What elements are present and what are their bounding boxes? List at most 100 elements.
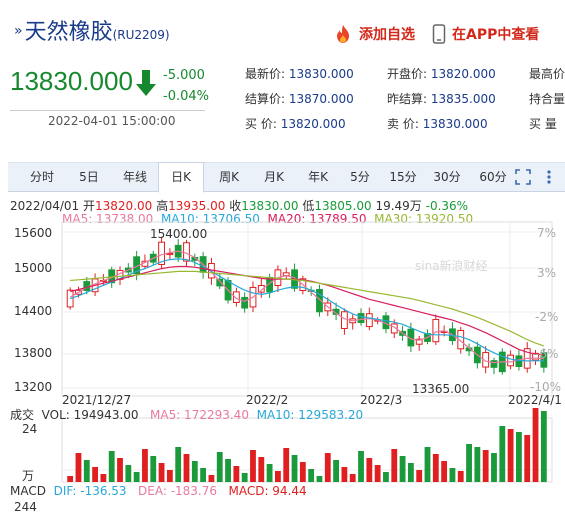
candle-body <box>540 352 548 368</box>
volume-bar <box>266 464 273 482</box>
volume-bar <box>117 458 123 482</box>
candle-body <box>415 338 423 345</box>
price-tick: 15000 <box>14 261 52 275</box>
tab-60min[interactable]: 60分 <box>479 170 507 184</box>
candle-body <box>66 289 74 308</box>
field-latest: 最新价: 13830.000 <box>245 65 354 82</box>
pct-tick: 3% <box>537 266 556 280</box>
volume-bar <box>75 453 82 482</box>
field-value: 13820.000 <box>280 117 346 131</box>
candle-body <box>365 313 373 328</box>
down-arrow-icon <box>136 70 156 96</box>
volume-bar <box>432 454 439 482</box>
field-label: 结算价: <box>245 92 286 106</box>
field-label: 持合量 <box>529 92 565 106</box>
last-price: 13830.000 <box>10 66 133 96</box>
volume-bar <box>308 469 315 482</box>
volume-bar <box>241 473 248 482</box>
field-ask: 卖 价: 13830.000 <box>387 115 488 132</box>
ohlc-open: 13820.00 <box>95 199 153 213</box>
pct-tick: -6% <box>535 347 558 361</box>
candle-body <box>432 318 440 343</box>
more-vertical-icon[interactable] <box>541 169 557 185</box>
high-annotation: 15400.00 <box>150 227 207 241</box>
vol-unit: 万 <box>22 469 34 483</box>
volume-bar <box>299 462 306 482</box>
volume-bar <box>499 426 506 482</box>
page-title: »天然橡胶(RU2209) <box>14 14 170 46</box>
candle-body <box>316 289 323 313</box>
tab-daily-k[interactable]: 日K <box>158 162 204 193</box>
volume-bar <box>316 476 323 482</box>
volume-bar <box>250 450 256 482</box>
field-settle: 结算价: 13870.000 <box>245 90 354 107</box>
volume-bar <box>166 470 173 482</box>
volume-bar <box>150 456 157 482</box>
ma-line-ma20 <box>70 265 544 356</box>
ohlc-date: 2022/04/01 <box>10 199 80 213</box>
volume-bar <box>482 450 489 482</box>
volume-bar <box>191 461 198 482</box>
page-header: »天然橡胶(RU2209) 添加自选 在APP中查看 <box>0 0 565 50</box>
price-tick: 13200 <box>14 380 52 394</box>
add-watchlist-button[interactable]: 添加自选 <box>333 24 415 44</box>
pct-tick: -2% <box>535 310 558 324</box>
volume-bar <box>474 447 481 482</box>
price-tick: 13800 <box>14 346 52 360</box>
price-panel-border <box>61 221 553 397</box>
tab-yearly-k[interactable]: 年K <box>308 170 328 184</box>
ohlc-high: 13935.00 <box>168 199 226 213</box>
volume-bar <box>407 463 414 482</box>
phone-icon <box>432 24 446 44</box>
field-label: 开盘价: <box>387 67 428 81</box>
ohlc-volume: 19.49万 <box>375 199 422 213</box>
volume-bar <box>491 453 497 482</box>
date-tick: 2022/3 <box>360 393 402 407</box>
volume-panel-border <box>61 417 553 483</box>
volume-bar <box>83 460 90 482</box>
volume-bar <box>225 459 231 482</box>
price-tick: 15600 <box>14 226 52 240</box>
field-label: 最新价: <box>245 67 286 81</box>
volume-bar <box>341 467 348 482</box>
tab-30min[interactable]: 30分 <box>433 170 461 184</box>
volume-bar <box>424 447 431 482</box>
open-in-app-label: 在APP中查看 <box>452 27 540 43</box>
volume-bar <box>283 448 290 482</box>
volume-bar <box>374 465 381 482</box>
field-open-interest: 持合量 <box>529 90 565 107</box>
contract-name: 天然橡胶 <box>24 20 113 45</box>
volume-bar <box>233 466 240 482</box>
field-label: 买 量 <box>529 117 557 131</box>
volume-bar <box>333 460 339 482</box>
date-tick: 2022/2 <box>246 393 288 407</box>
volume-bar <box>349 474 356 482</box>
volume-bar <box>516 432 522 482</box>
field-open: 开盘价: 13820.000 <box>387 65 496 82</box>
field-label: 昨结算: <box>387 92 428 106</box>
tab-5min[interactable]: 5分 <box>350 170 370 184</box>
vol-ma10: MA10: 129583.20 <box>256 408 364 422</box>
candle-body <box>332 308 340 315</box>
tab-15min[interactable]: 15分 <box>389 170 417 184</box>
tab-yearline[interactable]: 年线 <box>122 170 147 184</box>
chevron-icon: » <box>14 23 23 39</box>
open-in-app-button[interactable]: 在APP中查看 <box>432 24 539 44</box>
tab-monthly-k[interactable]: 月K <box>264 170 284 184</box>
volume-bar <box>158 463 165 482</box>
volume-bar <box>133 472 140 482</box>
ohlc-open-label: 开 <box>83 199 96 213</box>
volume-bar <box>142 449 148 482</box>
tab-5day[interactable]: 5日 <box>79 170 99 184</box>
candle-body <box>515 355 523 367</box>
volume-bar <box>324 453 331 482</box>
fullscreen-icon[interactable] <box>515 169 531 185</box>
candle-body <box>166 252 174 256</box>
tab-weekly-k[interactable]: 周K <box>219 170 239 184</box>
volume-bar <box>532 408 539 482</box>
tab-intraday[interactable]: 分时 <box>29 170 54 184</box>
volume-info: 成交 VOL: 194943.00 MA5: 172293.40 MA10: 1… <box>10 406 363 423</box>
candle-body <box>257 284 265 293</box>
field-value: 13830.000 <box>422 117 488 131</box>
